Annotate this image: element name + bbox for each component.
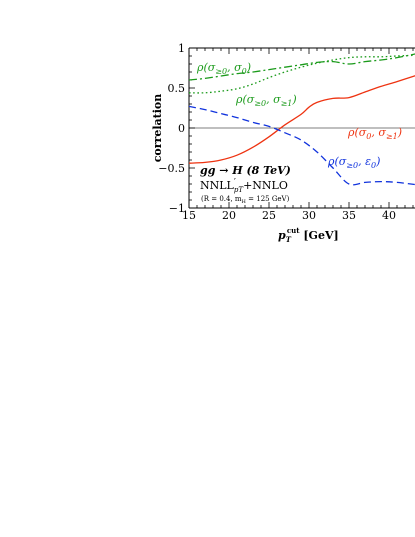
plot-curves <box>189 53 415 186</box>
curve-rho-sigma0-sigma-ge1 <box>189 75 415 164</box>
annotation-parameters: (R = 0.4, mH = 125 GeV) <box>201 195 290 205</box>
annotation-order: NNLL′ pT+NNLO <box>200 178 288 194</box>
plot-axes: 15 20 25 30 35 40 −1 −0.5 0 0.5 1 <box>158 42 415 222</box>
y-tick-label: −1 <box>169 202 185 215</box>
x-tick-label: 35 <box>342 209 356 222</box>
curve-rho-sigma-ge0-sigma0 <box>189 53 415 81</box>
y-tick-label: 0.5 <box>168 82 186 95</box>
x-tick-label: 25 <box>262 209 276 222</box>
x-axis-label: pTcut [GeV] <box>278 226 339 244</box>
curve-rho-sigma-ge0-eps0 <box>189 105 415 186</box>
x-tick-label: 30 <box>302 209 316 222</box>
annotation-process: gg → H (8 TeV) <box>200 164 291 177</box>
x-tick-label: 15 <box>182 209 196 222</box>
y-tick-label: 0 <box>178 122 185 135</box>
y-tick-label: 1 <box>178 42 185 55</box>
label-rho-sigma-ge0-eps0: ρ(σ≥0, ε0) <box>327 155 380 170</box>
y-axis-label: correlation <box>151 94 164 163</box>
label-rho-sigma0-sigma-ge1: ρ(σ0, σ≥1) <box>347 126 402 141</box>
y-tick-label: −0.5 <box>158 162 185 175</box>
label-rho-sigma-ge0-sigma0: ρ(σ≥0, σ0) <box>196 61 251 76</box>
x-tick-label: 40 <box>382 209 396 222</box>
x-tick-label: 20 <box>222 209 236 222</box>
label-rho-sigma-ge0-sigma-ge1: ρ(σ≥0, σ≥1) <box>235 93 297 108</box>
